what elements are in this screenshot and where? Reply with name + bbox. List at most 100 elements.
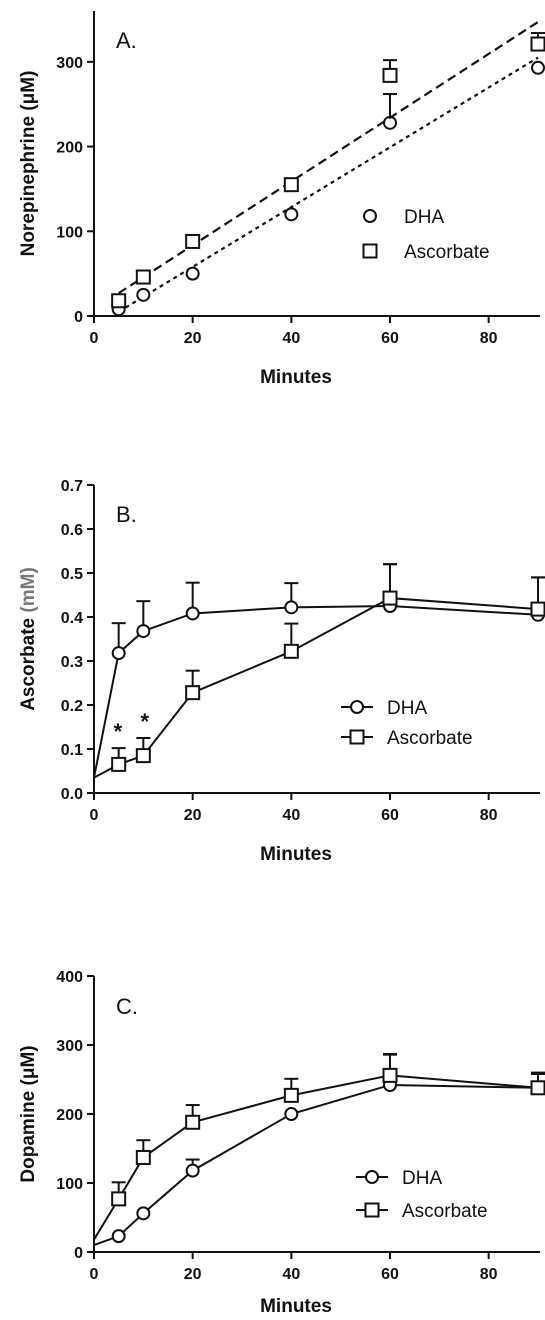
series-ascorbate bbox=[93, 1053, 545, 1241]
y-tick-label: 0.2 bbox=[61, 698, 83, 715]
data-point-dha bbox=[111, 646, 126, 661]
legend-label: Ascorbate bbox=[404, 242, 490, 263]
x-tick-label: 20 bbox=[184, 807, 202, 824]
y-tick-label: 0.1 bbox=[61, 742, 83, 759]
data-point-dha bbox=[284, 207, 299, 222]
series-dha bbox=[93, 563, 545, 778]
significance-asterisk: * bbox=[114, 719, 123, 744]
y-tick-label: 0.0 bbox=[61, 786, 83, 803]
y-tick-label: 0.6 bbox=[61, 522, 83, 539]
y-tick-label: 100 bbox=[56, 224, 83, 241]
x-tick-label: 80 bbox=[480, 330, 498, 347]
x-axis-title: Minutes bbox=[260, 844, 332, 865]
x-tick-label: 40 bbox=[282, 807, 300, 824]
x-tick-label: 60 bbox=[381, 330, 399, 347]
data-point-ascorbate bbox=[283, 177, 299, 193]
y-axis-title-text: Ascorbate bbox=[18, 613, 39, 711]
data-point-ascorbate bbox=[135, 269, 151, 285]
data-point-dha bbox=[185, 1163, 200, 1178]
legend-label: Ascorbate bbox=[402, 1201, 488, 1222]
data-point-dha bbox=[111, 1229, 126, 1244]
panel-label: C. bbox=[116, 994, 138, 1019]
y-tick-label: 0 bbox=[74, 1245, 83, 1262]
data-point-ascorbate bbox=[530, 36, 545, 52]
data-point-dha bbox=[136, 1206, 151, 1221]
legend-marker-ascorbate bbox=[362, 243, 378, 259]
x-tick-label: 0 bbox=[90, 330, 99, 347]
panel-label: B. bbox=[116, 502, 137, 527]
x-tick-label: 80 bbox=[480, 1266, 498, 1283]
data-point-ascorbate bbox=[185, 1114, 201, 1130]
y-tick-label: 300 bbox=[56, 55, 83, 72]
legend-marker-dha bbox=[365, 1170, 379, 1184]
x-tick-label: 80 bbox=[480, 807, 498, 824]
y-axis-title: Ascorbate (mM) bbox=[18, 567, 39, 711]
data-point-ascorbate bbox=[185, 685, 201, 701]
x-tick-label: 40 bbox=[282, 330, 300, 347]
series-ascorbate bbox=[93, 563, 545, 779]
legend-marker-ascorbate bbox=[349, 729, 365, 745]
series-line-dha bbox=[93, 604, 539, 778]
data-point-dha bbox=[185, 266, 200, 281]
data-point-ascorbate bbox=[283, 643, 299, 659]
y-tick-label: 100 bbox=[56, 1176, 83, 1193]
data-point-dha bbox=[531, 60, 545, 75]
legend-marker-ascorbate bbox=[364, 1202, 380, 1218]
legend-label: DHA bbox=[387, 698, 427, 719]
legend: DHA Ascorbate bbox=[356, 1168, 488, 1222]
y-tick-label: 200 bbox=[56, 140, 83, 157]
chart-panel-2: 0 20 40 60 80 0.0 0.1 0.2 0.3 0.4 0.5 0.6 0.7 Minutes… bbox=[18, 478, 545, 865]
significance-asterisk: * bbox=[141, 709, 150, 734]
legend-label: DHA bbox=[404, 207, 444, 228]
data-point-ascorbate bbox=[283, 1087, 299, 1103]
y-tick-label: 0.4 bbox=[61, 610, 83, 627]
y-tick-label: 0.7 bbox=[61, 478, 83, 495]
x-axis-title: Minutes bbox=[260, 367, 332, 388]
chart-panel-3: 0 20 40 60 80 0 100 200 300 400 Minutes Dopamine (μ… bbox=[18, 969, 545, 1317]
x-tick-label: 60 bbox=[381, 1266, 399, 1283]
legend-marker-dha bbox=[363, 209, 377, 223]
legend: DHA Ascorbate bbox=[362, 207, 490, 263]
data-point-dha bbox=[136, 624, 151, 639]
x-tick-label: 40 bbox=[282, 1266, 300, 1283]
data-point-ascorbate bbox=[111, 756, 127, 772]
y-axis-title: Dopamine (μM) bbox=[18, 1045, 39, 1182]
data-point-ascorbate bbox=[530, 601, 545, 617]
y-axis-title-unit: (mM) bbox=[18, 567, 39, 612]
y-axis-title: Norepinephrine (μM) bbox=[18, 71, 39, 257]
y-tick-label: 300 bbox=[56, 1038, 83, 1055]
chart-panel-1: 0 20 40 60 80 0 100 200 300 Minutes Norepinephrine… bbox=[18, 11, 545, 388]
data-point-ascorbate bbox=[135, 748, 151, 764]
x-tick-label: 60 bbox=[381, 807, 399, 824]
data-point-ascorbate bbox=[382, 590, 398, 606]
y-tick-label: 0.3 bbox=[61, 654, 83, 671]
x-tick-label: 0 bbox=[90, 807, 99, 824]
panel-label: A. bbox=[116, 28, 137, 53]
data-point-ascorbate bbox=[111, 293, 127, 309]
x-tick-label: 0 bbox=[90, 1266, 99, 1283]
legend-label: DHA bbox=[402, 1168, 442, 1189]
data-point-ascorbate bbox=[111, 1191, 127, 1207]
data-point-ascorbate bbox=[382, 1067, 398, 1083]
y-tick-label: 0 bbox=[74, 309, 83, 326]
y-axis-title-text: Dopamine (μM) bbox=[18, 1045, 39, 1182]
series-dha bbox=[111, 56, 545, 317]
data-point-ascorbate bbox=[135, 1149, 151, 1165]
data-point-dha bbox=[284, 1107, 299, 1121]
legend-marker-dha bbox=[350, 700, 364, 714]
data-point-dha bbox=[284, 600, 299, 615]
x-tick-label: 20 bbox=[184, 1266, 202, 1283]
x-tick-label: 20 bbox=[184, 330, 202, 347]
data-point-dha bbox=[136, 287, 151, 302]
y-tick-label: 0.5 bbox=[61, 566, 83, 583]
legend-label: Ascorbate bbox=[387, 728, 473, 749]
y-tick-label: 400 bbox=[56, 969, 83, 986]
series-ascorbate bbox=[111, 21, 545, 309]
data-point-ascorbate bbox=[530, 1080, 545, 1096]
data-point-ascorbate bbox=[185, 233, 201, 249]
trendline-dha bbox=[118, 56, 539, 313]
legend: DHA Ascorbate bbox=[341, 698, 473, 749]
y-axis-title-text: Norepinephrine (μM) bbox=[18, 71, 39, 257]
data-point-dha bbox=[185, 606, 200, 621]
